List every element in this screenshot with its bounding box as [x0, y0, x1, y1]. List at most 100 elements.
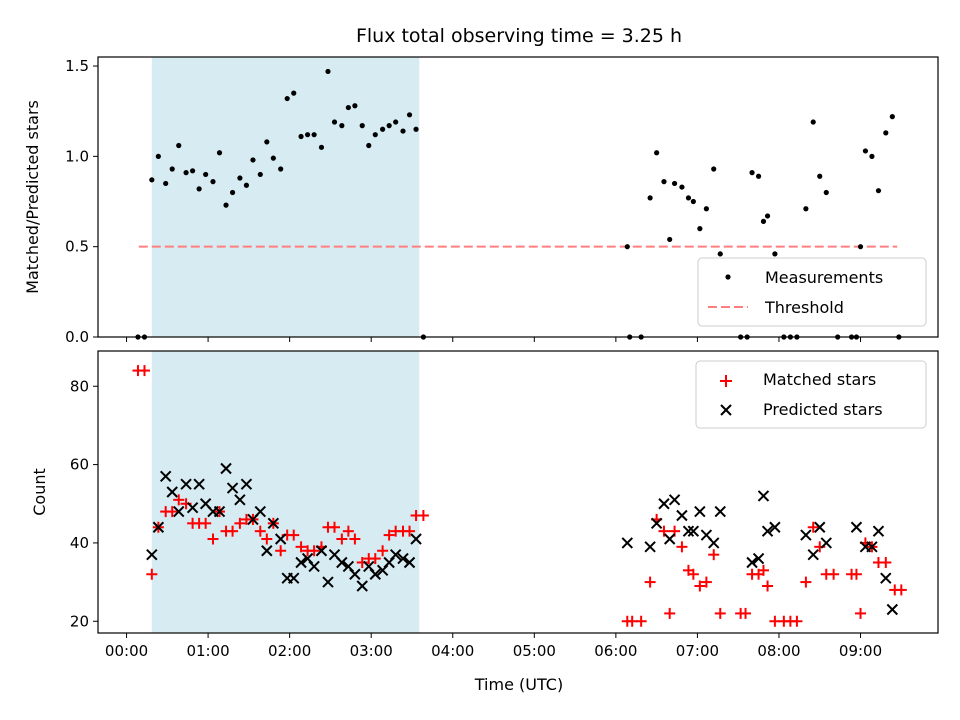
measurement-point	[216, 150, 223, 156]
matched-star-point	[173, 494, 185, 506]
measurement-point	[298, 133, 304, 140]
measurement-point	[817, 173, 823, 179]
top-panel: Flux total observing time = 3.25 h 0.00.…	[23, 25, 939, 346]
top-legend-box	[697, 257, 927, 327]
predicted-star-point	[308, 560, 320, 573]
measurement-point	[810, 119, 816, 125]
predicted-star-point	[769, 521, 781, 533]
measurement-point	[760, 218, 767, 224]
measurement-point	[291, 90, 297, 96]
measurement-point	[764, 213, 771, 219]
matched-star-point	[234, 517, 246, 529]
measurement-point	[717, 251, 723, 257]
predicted-star-point	[186, 501, 199, 514]
legend-measurements-marker	[725, 274, 731, 280]
predicted-star-point	[757, 490, 770, 502]
measurement-point	[755, 173, 762, 179]
bottom-shaded-span	[151, 351, 420, 633]
bottom-axes-frame	[97, 350, 939, 634]
bottom-legend: Matched stars Predicted stars	[695, 360, 927, 429]
predicted-star-point	[621, 537, 633, 549]
measurement-point	[711, 166, 717, 172]
top-y-axis-label: Matched/Predicted stars	[23, 100, 42, 294]
predicted-star-point	[267, 517, 280, 530]
y-tick-label: 40	[70, 534, 89, 552]
predicted-stars-points	[146, 462, 899, 616]
x-tick-label: 05:00	[513, 642, 556, 660]
measurement-point	[889, 114, 895, 120]
measurement-point	[311, 132, 317, 138]
predicted-star-point	[226, 482, 239, 494]
matched-star-point	[855, 607, 867, 619]
predicted-star-point	[820, 537, 832, 549]
matched-star-point	[383, 529, 395, 541]
matched-star-point	[254, 525, 266, 537]
matched-star-point	[800, 576, 812, 588]
matched-star-point	[200, 517, 212, 529]
measurement-point	[703, 206, 709, 212]
predicted-star-point	[397, 552, 409, 565]
measurement-point	[685, 195, 692, 201]
measurement-point	[875, 188, 882, 194]
matched-star-point	[676, 541, 688, 553]
predicted-star-point	[152, 521, 165, 533]
predicted-star-point	[173, 505, 185, 518]
x-tick-label: 08:00	[757, 642, 800, 660]
x-tick-label: 06:00	[594, 642, 637, 660]
predicted-star-point	[322, 576, 334, 588]
measurement-point	[647, 195, 653, 201]
matched-star-point	[166, 506, 178, 518]
measurement-point	[183, 170, 189, 176]
matched-star-point	[329, 521, 341, 533]
y-tick-label: 1.5	[65, 57, 89, 75]
predicted-star-point	[159, 470, 172, 483]
measurement-point	[284, 95, 290, 102]
matched-star-point	[349, 533, 361, 545]
measurement-point	[380, 126, 386, 132]
legend-predicted-label: Predicted stars	[763, 400, 883, 419]
measurement-point	[883, 130, 889, 136]
measurement-point	[406, 112, 413, 118]
predicted-star-point	[694, 505, 706, 518]
y-tick-label: 0.0	[65, 328, 89, 346]
measurement-point	[857, 244, 864, 250]
measurement-point	[624, 244, 630, 250]
predicted-star-point	[234, 494, 246, 506]
measurement-point	[366, 142, 372, 149]
matched-stars-points	[132, 365, 907, 627]
matched-star-point	[687, 568, 699, 580]
x-tick-label: 01:00	[186, 642, 229, 660]
measurement-point	[229, 189, 236, 196]
predicted-star-point	[714, 505, 726, 518]
measurement-point	[679, 184, 685, 190]
matched-star-point	[227, 525, 239, 537]
predicted-star-point	[220, 462, 232, 475]
matched-star-point	[308, 545, 320, 557]
measurement-point	[667, 236, 673, 243]
predicted-star-point	[866, 541, 878, 553]
matched-star-point	[807, 521, 819, 533]
predicted-star-point	[315, 545, 328, 557]
measurement-point	[270, 155, 276, 161]
predicted-star-point	[261, 545, 273, 557]
measurement-point	[372, 132, 378, 138]
top-y-ticks: 0.0 0.5 1.0 1.5	[65, 57, 98, 346]
measurement-point	[237, 175, 243, 181]
matched-star-point	[828, 568, 840, 580]
measurement-point	[671, 180, 678, 187]
legend-matched-marker	[720, 375, 732, 387]
measurement-point	[393, 119, 399, 125]
measurement-point	[345, 104, 351, 111]
legend-predicted-marker	[720, 404, 732, 416]
predicted-star-point	[886, 603, 899, 616]
top-legend: Measurements Threshold	[697, 257, 927, 327]
predicted-star-point	[403, 556, 416, 569]
y-tick-label: 1.0	[65, 147, 89, 165]
predicted-star-point	[180, 478, 192, 490]
measurement-point	[869, 153, 875, 159]
matched-star-point	[377, 545, 389, 557]
matched-star-point	[138, 365, 150, 377]
y-tick-label: 60	[70, 456, 89, 474]
matched-star-point	[757, 564, 769, 576]
predicted-star-point	[410, 533, 422, 545]
